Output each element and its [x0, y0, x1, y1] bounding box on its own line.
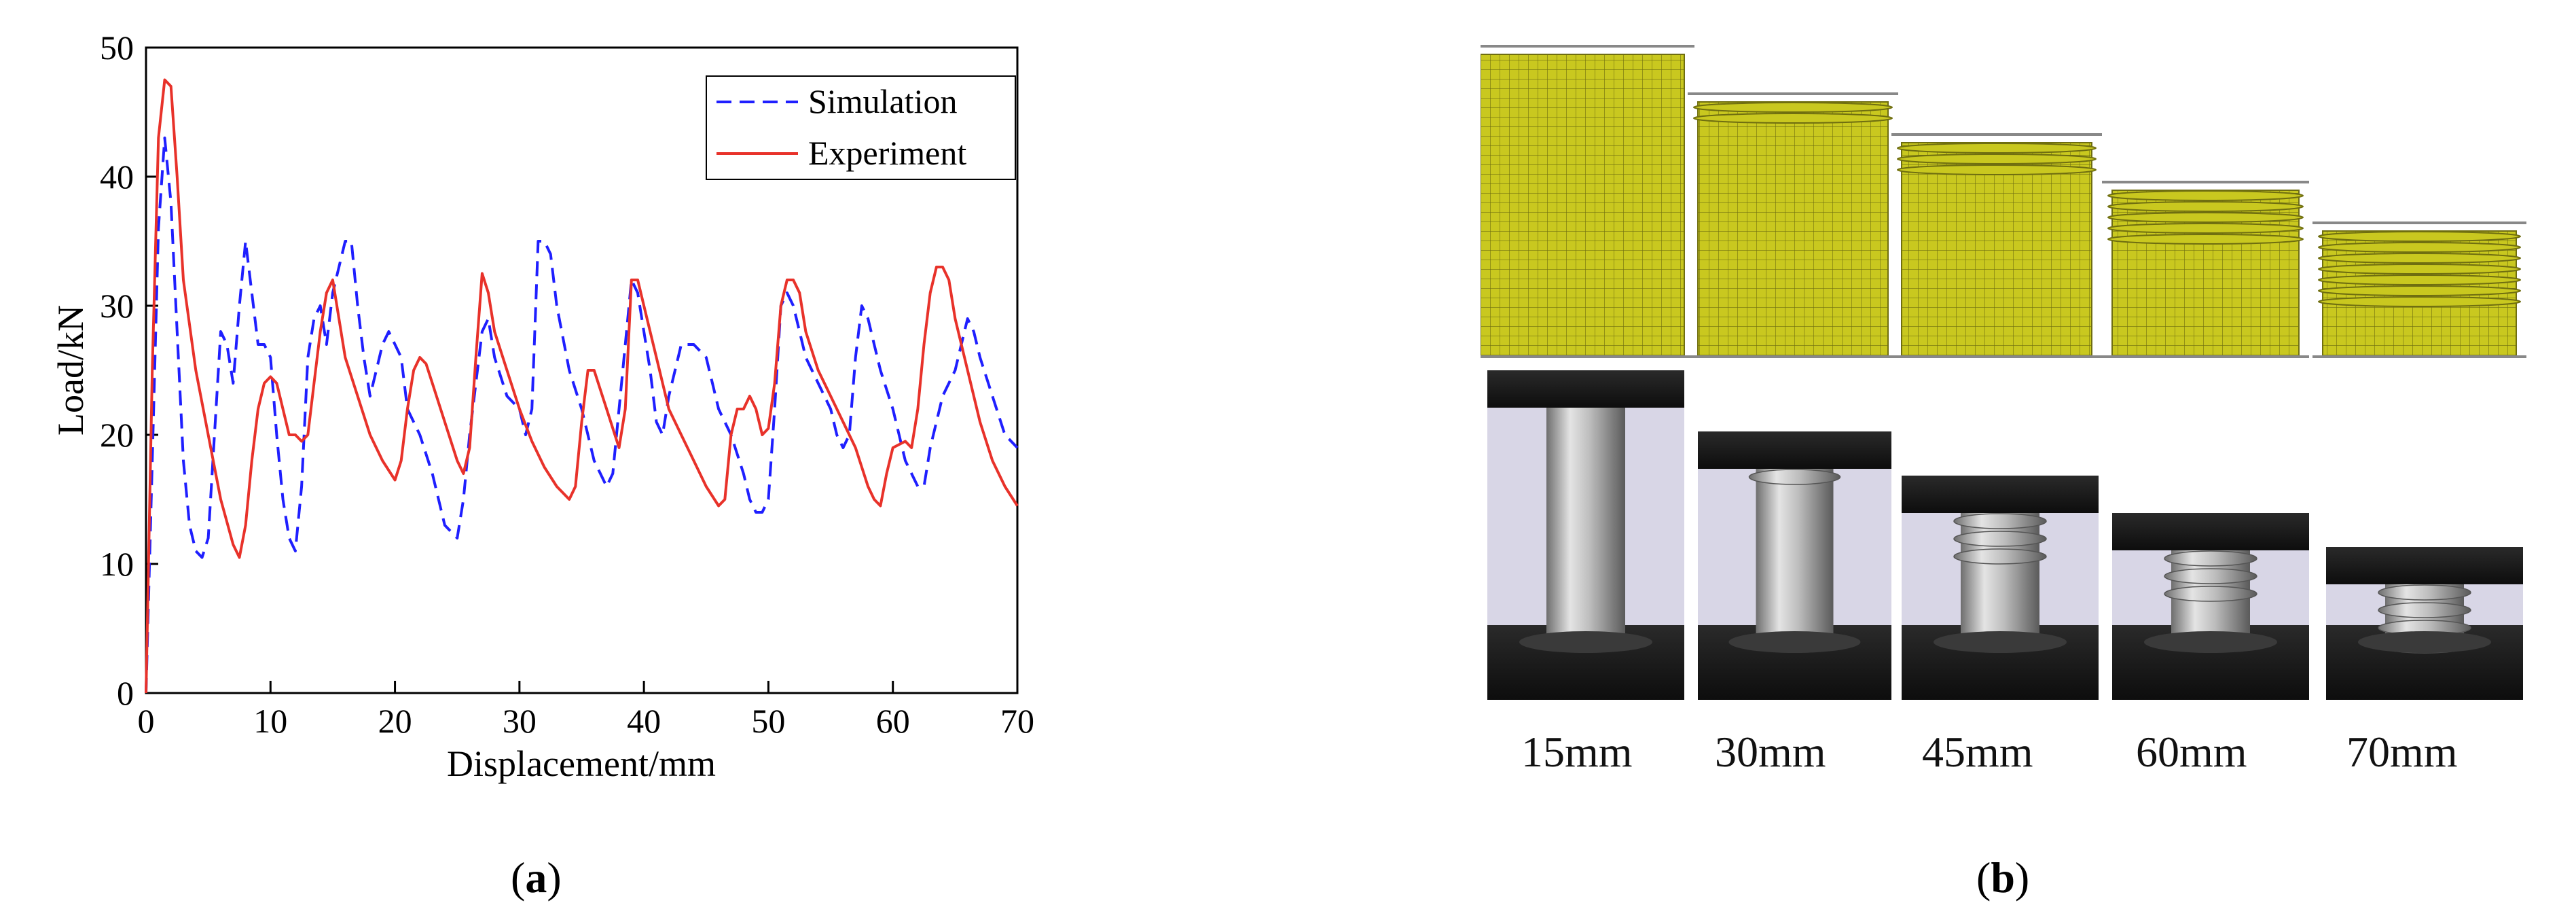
upper-platen	[1902, 476, 2099, 513]
axis-ticks: 0 10 20 30 40 50 60 70 0 10 20 30 40 50	[100, 29, 1034, 740]
upper-platen	[2326, 547, 2523, 584]
mesh-fold	[1693, 102, 1893, 113]
y-axis-title: Load/kN	[50, 305, 91, 436]
y-tick-label: 40	[100, 158, 134, 196]
x-tick-label: 10	[253, 702, 287, 740]
mesh-fold	[1897, 143, 2097, 154]
base-ring	[2358, 631, 2491, 653]
tube-fold	[1748, 469, 1841, 485]
series-lines	[145, 78, 1019, 694]
panel-b-letter: b	[1991, 853, 2015, 902]
mesh-fold	[2107, 201, 2304, 212]
simulation-mesh-tube	[1891, 133, 2102, 358]
panel-a-caption: (a)	[511, 853, 562, 902]
mesh-fold	[2107, 212, 2304, 223]
mesh-fold	[2318, 242, 2521, 253]
panel-a-letter: a	[525, 853, 547, 902]
x-tick-label: 30	[503, 702, 537, 740]
tube-specimen	[1546, 408, 1625, 642]
mesh-body	[1901, 142, 2092, 357]
mesh-fold	[2107, 234, 2304, 245]
legend: Simulation Experiment	[706, 75, 1016, 180]
base-ring	[1934, 631, 2067, 653]
mesh-fold	[1693, 113, 1893, 124]
experiment-photo	[1902, 476, 2099, 700]
simulation-mesh-tube	[1688, 92, 1898, 358]
mesh-fold	[2318, 274, 2521, 285]
series-line-experiment	[145, 78, 1019, 694]
tube-fold	[2164, 550, 2257, 567]
experiment-photo	[2326, 547, 2523, 700]
tube-fold	[2378, 584, 2471, 601]
series-line-simulation	[145, 137, 1019, 694]
stage-label: 60mm	[2136, 728, 2247, 776]
tube-fold	[1953, 513, 2047, 529]
upper-platen	[2112, 513, 2309, 550]
legend-label-experiment: Experiment	[808, 134, 966, 172]
mesh-fold	[2318, 253, 2521, 264]
simulation-mesh-tube	[1470, 45, 1694, 358]
crush-stage-illustration	[1470, 45, 2526, 700]
simulation-mesh-tube	[2312, 221, 2526, 358]
experiment-photo	[1698, 431, 1891, 700]
panel-a-chart: 0 10 20 30 40 50 60 70 0 10 20 30 40 50 Displacement/…	[0, 0, 1087, 922]
base-ring	[1519, 631, 1652, 653]
x-tick-label: 0	[138, 702, 155, 740]
y-tick-label: 50	[100, 29, 134, 67]
experiment-photo	[1487, 370, 1684, 700]
y-tick-label: 30	[100, 287, 134, 325]
x-tick-label: 60	[876, 702, 910, 740]
mesh-fold	[1897, 154, 2097, 164]
tube-fold	[1953, 548, 2047, 565]
mesh-fold	[2318, 285, 2521, 296]
mesh-fold	[2107, 223, 2304, 234]
stage-label: 15mm	[1521, 728, 1633, 776]
x-tick-label: 70	[1000, 702, 1034, 740]
upper-platen	[1487, 370, 1684, 408]
mesh-fold	[2318, 264, 2521, 274]
tube-specimen	[1756, 469, 1834, 642]
experiment-photo	[2112, 513, 2309, 700]
y-tick-label: 0	[117, 674, 134, 712]
base-ring	[2144, 631, 2277, 653]
stage-label: 45mm	[1922, 728, 2033, 776]
x-tick-label: 50	[751, 702, 785, 740]
mesh-fold	[1897, 164, 2097, 175]
tube-fold	[2378, 602, 2471, 618]
load-displacement-chart: 0 10 20 30 40 50 60 70 0 10 20 30 40 50 Displacement/…	[50, 29, 1034, 784]
plot-frame	[145, 46, 1019, 694]
panel-b-photos: 15mm 30mm 45mm 60mm 70mm	[1470, 41, 2576, 802]
mesh-body	[1480, 54, 1685, 357]
base-ring	[1728, 631, 1861, 653]
y-tick-label: 10	[100, 545, 134, 583]
y-tick-label: 20	[100, 416, 134, 454]
x-tick-label: 20	[378, 702, 412, 740]
stage-label: 70mm	[2346, 728, 2458, 776]
tube-fold	[1953, 531, 2047, 547]
stage-label: 30mm	[1715, 728, 1826, 776]
legend-label-simulation: Simulation	[808, 82, 957, 120]
tube-fold	[2164, 568, 2257, 584]
mesh-fold	[2318, 296, 2521, 307]
upper-platen	[1698, 431, 1891, 469]
mesh-body	[1697, 101, 1889, 357]
panel-b-caption: (b)	[1976, 853, 2030, 902]
mesh-fold	[2318, 231, 2521, 242]
simulation-mesh-tube	[2102, 181, 2309, 358]
x-tick-label: 40	[627, 702, 661, 740]
legend-box	[706, 75, 1016, 180]
tube-fold	[2164, 586, 2257, 602]
mesh-fold	[2107, 190, 2304, 201]
x-axis-title: Displacement/mm	[447, 743, 716, 784]
